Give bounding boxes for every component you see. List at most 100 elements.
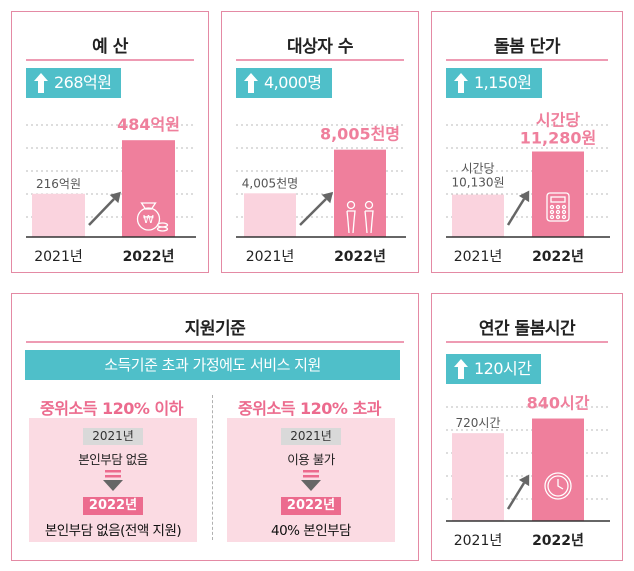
budget-chart: 2021년 2022년 216억원 484억원 ₩ [26,115,196,265]
support-low-before-text: 본인부담 없음 [78,452,148,467]
bar-2022 [334,149,386,237]
bag-body [136,207,161,231]
bar-2022 [532,151,584,237]
recipients-increase-value: 4,000명 [264,73,322,92]
x-tick-label: 2021년 [454,249,503,265]
up-arrow-icon [454,73,468,93]
data-label: 4,005천명 [242,175,298,190]
data-label-line: 시간당 [536,111,580,130]
budget-title-rule [26,59,194,61]
support-col-heading-low: 중위소득 120% 이하 [40,399,183,418]
growth-arrow-head [321,191,334,204]
growth-arrow-head [518,190,530,203]
data-label: 8,005천명 [320,125,400,144]
down-arrow-icon [103,470,123,491]
clock-icon [544,472,572,500]
data-label: 시간당 11,280원 [520,111,596,148]
calc-body [546,192,570,222]
data-label-line: 216억원 [36,177,81,191]
unit-price-increase-badge: 1,150원 [446,68,542,98]
bar-2022 [532,418,584,521]
calc-key [555,209,561,215]
x-tick-label: 2022년 [532,249,584,265]
calc-key [561,214,567,220]
person-head [346,200,356,210]
growth-arrow-line [506,482,526,510]
unit-price-increase-value: 1,150원 [474,73,532,92]
support-low-before-year: 2021년 [83,428,143,445]
growth-arrow-head [109,191,121,204]
growth-arrow-head [518,474,530,487]
x-tick-label: 2022년 [334,249,386,265]
annual-hours-increase-badge: 120시간 [446,354,542,384]
support-column-divider [212,395,213,540]
budget-title: 예 산 [92,37,128,57]
calc-key [561,204,567,210]
bar-2022 [122,140,175,237]
recipients-increase-badge: 4,000명 [236,68,332,98]
budget-increase-badge: 268억원 [26,68,122,98]
up-arrow-icon [34,73,48,93]
calc-key [549,204,555,210]
support-title: 지원기준 [184,319,246,339]
growth-arrow-line [88,198,115,226]
x-tick-label: 2021년 [34,249,83,265]
data-label: 720시간 [456,416,501,430]
data-label: 216억원 [36,177,81,191]
won-symbol: ₩ [143,213,154,226]
support-headline: 소득기준 초과 가정에도 서비스 지원 [25,350,400,380]
calc-key [555,214,561,220]
bar-2021 [452,194,504,237]
calc-key [555,204,561,210]
data-label-line: 10,130원 [451,176,504,190]
recipients-card: 대상자 수 4,000명 2021년 2022년 4,005천명 8,005천명 [221,11,419,273]
calc-key [549,209,555,215]
support-low-after-text: 본인부담 없음(전액 지원) [44,523,182,539]
recipients-chart: 2021년 2022년 4,005천명 8,005천명 [236,124,406,265]
person-body [346,210,356,234]
budget-card: 예 산 268억원 2021년 2022년 216억원 484억원 ₩ [11,11,209,273]
calc-key [549,214,555,220]
clock-face [544,472,572,500]
bar-2021 [244,193,296,237]
clock-inner [547,475,569,497]
annual-hours-title-rule [446,341,608,343]
support-col-box-low: 2021년 본인부담 없음 2022년 본인부담 없음(전액 지원) [29,418,197,542]
support-high-after-text: 40% 본인부담 [271,523,351,539]
budget-increase-value: 268억원 [54,73,112,92]
recipients-title-rule [236,59,404,61]
unit-price-card: 돌봄 단가 1,150원 2021년 2022년 시간당 10,130원 시간당 11,2… [431,11,623,273]
data-label-line: 720시간 [456,416,501,430]
support-high-before-year: 2021년 [281,428,341,445]
annual-hours-chart: 2021년 2022년 720시간 840시간 [446,394,610,549]
data-label-line: 840시간 [527,394,590,413]
x-tick-label: 2022년 [123,249,175,265]
data-label: 484억원 [117,115,180,134]
person-body [364,210,374,234]
data-label-line: 시간당 [461,162,494,176]
data-label-line: 484억원 [117,115,180,134]
support-col-box-high: 2021년 이용 불가 2022년 40% 본인부담 [227,418,395,542]
unit-price-title-rule [446,59,608,61]
calc-key [561,209,567,215]
x-tick-label: 2022년 [532,533,584,549]
support-low-after-year: 2022년 [83,497,143,515]
unit-price-title: 돌봄 단가 [494,37,560,57]
person-head [364,200,374,210]
data-label-line: 4,005천명 [242,175,298,190]
data-label-line: 11,280원 [520,129,596,148]
growth-arrow-line [299,198,327,226]
data-label: 840시간 [527,394,590,413]
annual-hours-card: 연간 돌봄시간 120시간 2021년 2022년 720시간 840시간 [431,293,623,561]
up-arrow-icon [454,359,468,379]
money-bag-icon: ₩ [136,202,169,232]
clock-hands [557,479,564,490]
x-tick-label: 2021년 [454,533,503,549]
family-icon [346,200,374,234]
support-col-heading-high: 중위소득 120% 초과 [238,399,381,418]
bar-2021 [452,433,504,521]
coin-2 [156,222,169,228]
down-arrow-icon [301,470,321,491]
calculator-icon [546,192,570,222]
